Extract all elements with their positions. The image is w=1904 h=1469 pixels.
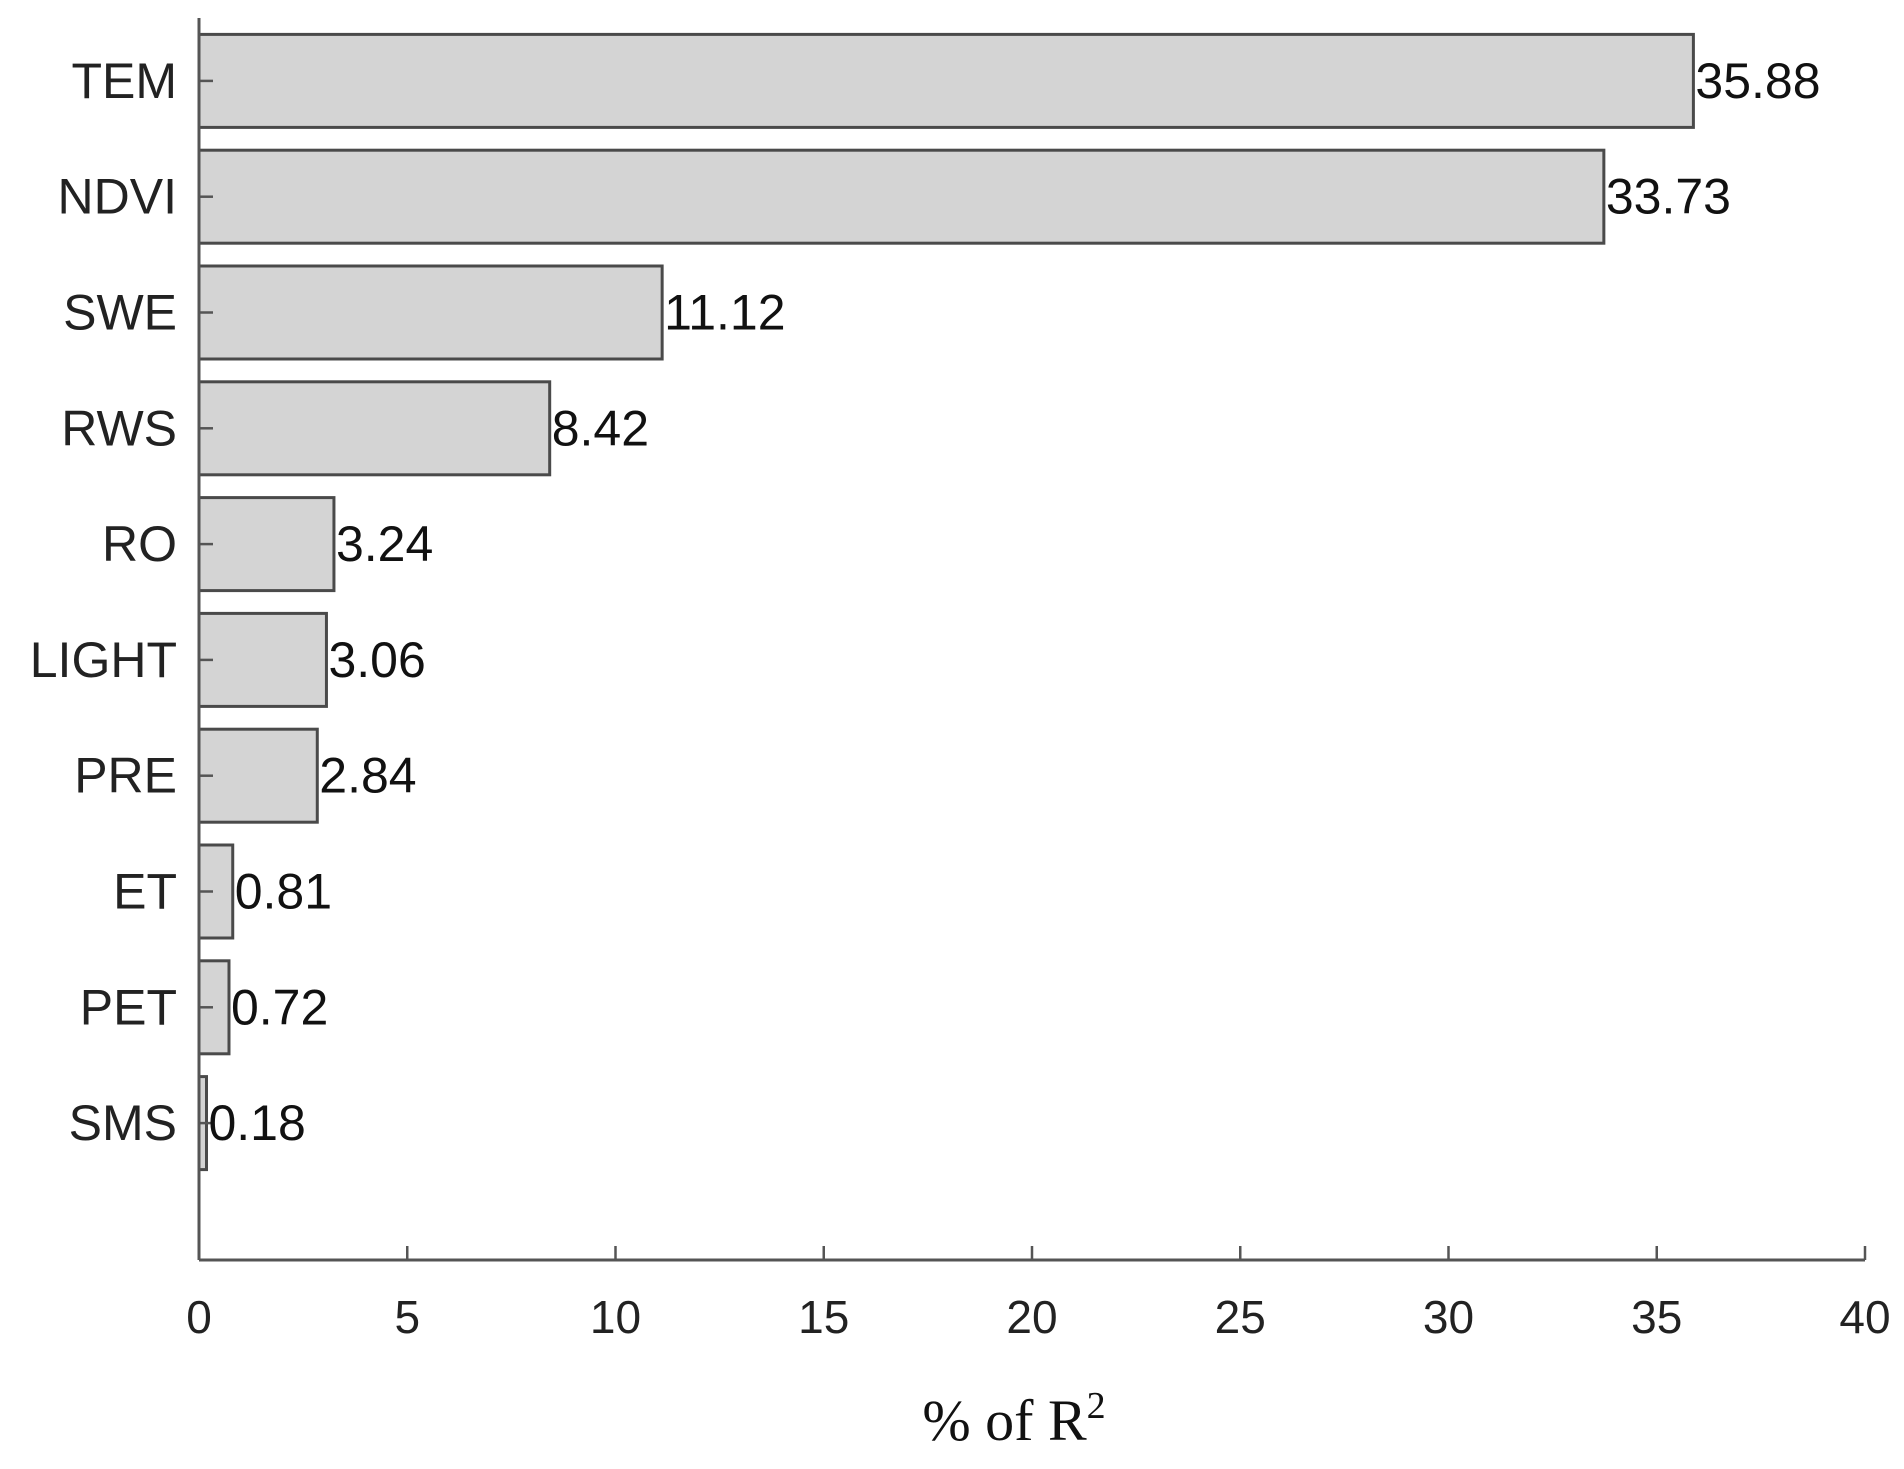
x-tick-label-30: 30	[1423, 1291, 1474, 1343]
bars-group	[197, 32, 1695, 1172]
x-tick-label-20: 20	[1006, 1291, 1057, 1343]
value-label-sms: 0.18	[208, 1095, 305, 1151]
category-label-swe: SWE	[63, 285, 177, 341]
category-label-light: LIGHT	[30, 632, 177, 688]
category-label-pre: PRE	[74, 748, 177, 804]
x-axis-title: % of R2	[922, 1385, 1105, 1453]
bar-rws	[197, 380, 552, 477]
value-label-tem: 35.88	[1695, 53, 1820, 109]
bar-ndvi	[197, 148, 1606, 245]
category-label-et: ET	[113, 864, 177, 920]
category-label-ndvi: NDVI	[58, 169, 177, 225]
value-label-pet: 0.72	[231, 979, 328, 1035]
category-label-tem: TEM	[71, 53, 177, 109]
value-labels: 35.88 33.73 11.12 8.42 3.24 3.06 2.84 0.81 0.72 0…	[208, 53, 1820, 1151]
x-tick-label-5: 5	[394, 1291, 420, 1343]
value-label-rws: 8.42	[552, 400, 649, 456]
y-tick-marks	[199, 79, 213, 1125]
x-axis: 0 5 10 15 20 25 30 35 40	[186, 1246, 1891, 1343]
value-label-et: 0.81	[235, 864, 332, 920]
bar-light	[197, 611, 328, 708]
value-label-ro: 3.24	[336, 516, 433, 572]
x-axis-title-superscript: 2	[1087, 1385, 1106, 1427]
x-axis-title-text: % of R	[922, 1388, 1087, 1453]
category-label-rws: RWS	[61, 400, 177, 456]
x-tick-label-15: 15	[798, 1291, 849, 1343]
category-labels: TEM NDVI SWE RWS RO LIGHT PRE ET PET SMS	[30, 53, 177, 1151]
bar-tem	[197, 32, 1695, 129]
value-label-light: 3.06	[328, 632, 425, 688]
bar-swe	[197, 264, 664, 361]
category-label-ro: RO	[102, 516, 177, 572]
bar-pre	[197, 727, 319, 824]
category-label-sms: SMS	[69, 1095, 177, 1151]
value-label-pre: 2.84	[319, 748, 416, 804]
x-tick-label-35: 35	[1631, 1291, 1682, 1343]
value-label-ndvi: 33.73	[1606, 169, 1731, 225]
x-tick-label-25: 25	[1215, 1291, 1266, 1343]
x-tick-label-40: 40	[1839, 1291, 1890, 1343]
bar-ro	[197, 496, 336, 593]
x-tick-label-0: 0	[186, 1291, 212, 1343]
x-tick-label-10: 10	[590, 1291, 641, 1343]
category-label-pet: PET	[80, 979, 177, 1035]
value-label-swe: 11.12	[664, 285, 785, 341]
